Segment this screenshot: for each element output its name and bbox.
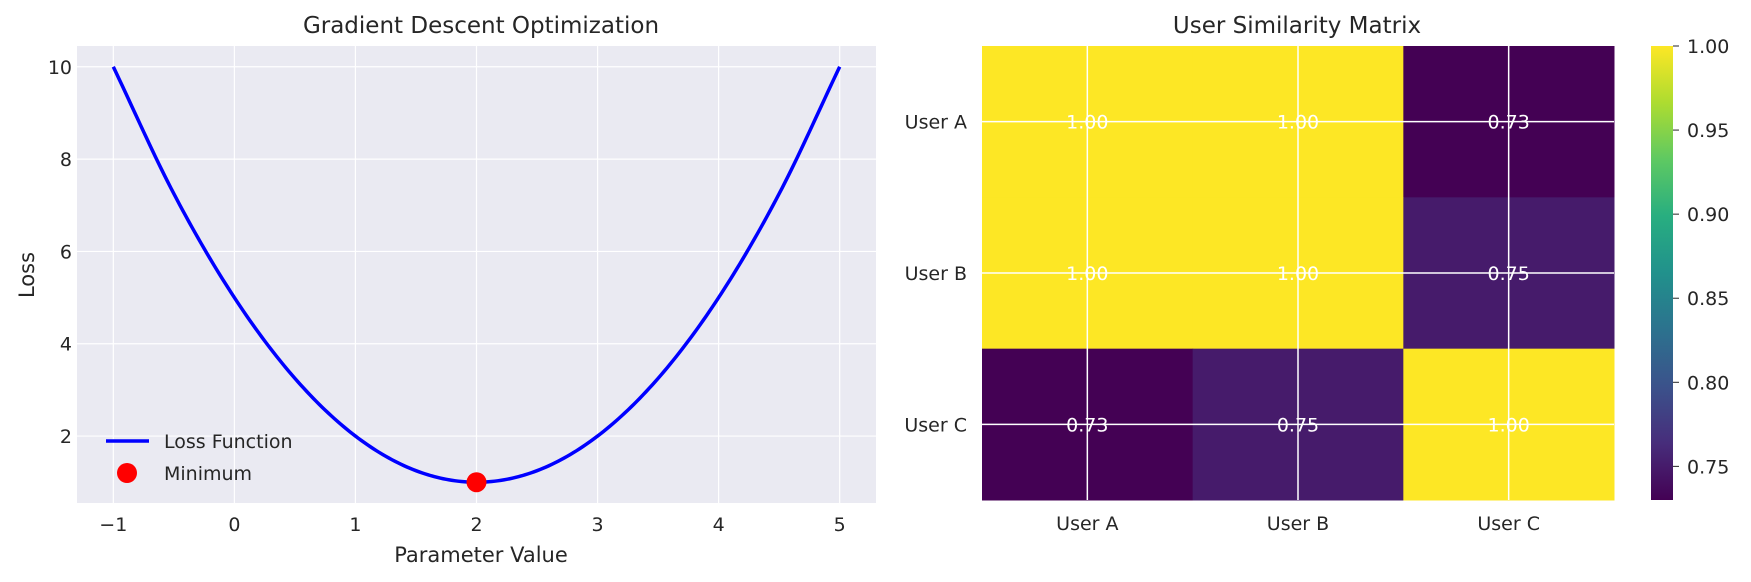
colorbar: 0.75 0.80 0.85 0.90 0.95 1.00: [1651, 36, 1729, 500]
y-tick-label: 4: [60, 334, 72, 356]
heatmap-y-tick-label: User A: [905, 112, 967, 134]
colorbar-tick-label: 0.95: [1687, 120, 1729, 142]
loss-grid: [77, 46, 876, 503]
heatmap-cell-label: 1.00: [1066, 112, 1108, 134]
loss-chart-title: Gradient Descent Optimization: [303, 13, 659, 39]
y-tick-label: 10: [48, 57, 72, 79]
heatmap-cell-label: 1.00: [1066, 263, 1108, 285]
heatmap-x-ticks: User A User B User C: [1056, 513, 1540, 535]
similarity-chart-title: User Similarity Matrix: [1173, 13, 1421, 39]
x-tick-label: 0: [228, 514, 240, 536]
loss-x-axis-label: Parameter Value: [394, 543, 568, 567]
legend-label-minimum: Minimum: [164, 463, 252, 485]
x-tick-label: 2: [470, 514, 482, 536]
colorbar-tick-label: 0.90: [1687, 204, 1729, 226]
colorbar-tick-label: 1.00: [1687, 36, 1729, 58]
loss-y-ticks: 2 4 6 8 10: [48, 57, 72, 448]
colorbar-gradient: [1651, 46, 1673, 500]
loss-x-ticks: −1 0 1 2 3 4 5: [99, 514, 845, 536]
x-tick-label: 3: [592, 514, 604, 536]
minimum-marker: [466, 472, 487, 493]
heatmap-cell-label: 1.00: [1277, 263, 1319, 285]
loss-chart: −1 0 1 2 3 4 5 2 4 6 8 10 Gradient Descent Optimiz…: [15, 13, 876, 567]
heatmap-cell-label: 0.75: [1488, 263, 1530, 285]
loss-legend: Loss Function Minimum: [106, 431, 293, 485]
heatmap-cell-label: 0.75: [1277, 414, 1319, 436]
loss-y-axis-label: Loss: [15, 252, 39, 298]
y-tick-label: 2: [60, 426, 72, 448]
heatmap-y-ticks: User A User B User C: [904, 112, 967, 437]
heatmap-x-tick-label: User A: [1056, 513, 1118, 535]
heatmap-grid: [982, 46, 1614, 500]
heatmap-cell-labels: 1.00 1.00 0.73 1.00 1.00 0.75 0.73 0.75 1.00: [1066, 112, 1530, 437]
heatmap-cell-label: 0.73: [1488, 112, 1530, 134]
legend-label-loss-function: Loss Function: [164, 431, 293, 453]
y-tick-label: 8: [60, 149, 72, 171]
x-tick-label: 5: [834, 514, 846, 536]
colorbar-tick-label: 0.80: [1687, 372, 1729, 394]
colorbar-tick-label: 0.85: [1687, 288, 1729, 310]
heatmap-y-tick-label: User B: [905, 263, 967, 285]
heatmap-x-tick-label: User C: [1477, 513, 1540, 535]
similarity-chart: 1.00 1.00 0.73 1.00 1.00 0.75 0.73 0.75 1.00 Use…: [904, 13, 1729, 535]
heatmap-cell-label: 1.00: [1488, 414, 1530, 436]
x-tick-label: 4: [713, 514, 725, 536]
legend-dot-swatch: [117, 463, 137, 483]
x-tick-label: −1: [99, 514, 127, 536]
colorbar-ticks: 0.75 0.80 0.85 0.90 0.95 1.00: [1673, 36, 1729, 478]
x-tick-label: 1: [349, 514, 361, 536]
colorbar-tick-label: 0.75: [1687, 456, 1729, 478]
heatmap-x-tick-label: User B: [1267, 513, 1329, 535]
heatmap-y-tick-label: User C: [904, 414, 967, 436]
heatmap-cell-label: 0.73: [1066, 414, 1108, 436]
y-tick-label: 6: [60, 241, 72, 263]
heatmap-cell-label: 1.00: [1277, 112, 1319, 134]
